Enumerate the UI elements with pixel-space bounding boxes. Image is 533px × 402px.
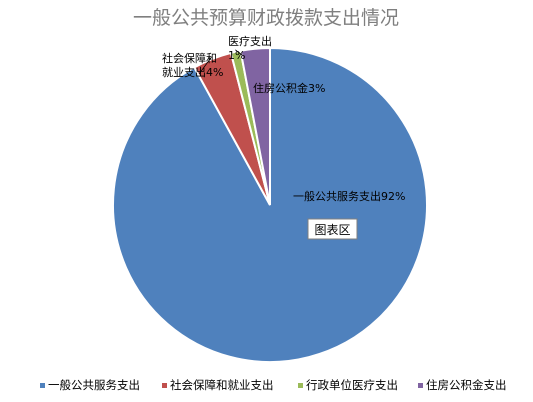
legend-item: 住房公积金支出 (418, 378, 507, 392)
legend-label: 住房公积金支出 (426, 378, 507, 392)
plot-area-tag: 图表区 (307, 218, 358, 240)
data-label: 医疗支出 1% (228, 34, 272, 62)
data-label-line: 住房公积金3% (253, 81, 325, 95)
legend-item: 行政单位医疗支出 (298, 378, 398, 392)
data-label: 住房公积金3% (253, 81, 325, 95)
legend-swatch (162, 383, 167, 388)
legend-item: 一般公共服务支出 (40, 378, 140, 392)
legend-label: 行政单位医疗支出 (306, 378, 398, 392)
leader-line (198, 56, 212, 75)
data-label-line: 医疗支出 (228, 34, 272, 48)
legend-swatch (298, 383, 303, 388)
data-label-line: 1% (228, 49, 245, 62)
data-label: 社会保障和就业支出4% (162, 51, 223, 79)
legend: 一般公共服务支出 社会保障和就业支出 行政单位医疗支出 住房公积金支出 (40, 378, 507, 392)
leader-line (235, 49, 243, 56)
legend-label: 一般公共服务支出 (48, 378, 140, 392)
data-label: 一般公共服务支出92% (293, 189, 405, 203)
pie-slice (239, 46, 271, 206)
legend-label: 社会保障和就业支出 (170, 378, 274, 392)
legend-swatch (40, 383, 45, 388)
legend-item: 社会保障和就业支出 (162, 378, 274, 392)
data-label-line: 就业支出4% (162, 65, 223, 79)
chart-title: 一般公共预算财政拨款支出情况 (133, 7, 399, 29)
data-label-line: 一般公共服务支出92% (293, 189, 405, 203)
legend-swatch (418, 383, 423, 388)
data-label-line: 社会保障和 (162, 51, 217, 65)
plot-area-tag-text: 图表区 (314, 223, 350, 237)
